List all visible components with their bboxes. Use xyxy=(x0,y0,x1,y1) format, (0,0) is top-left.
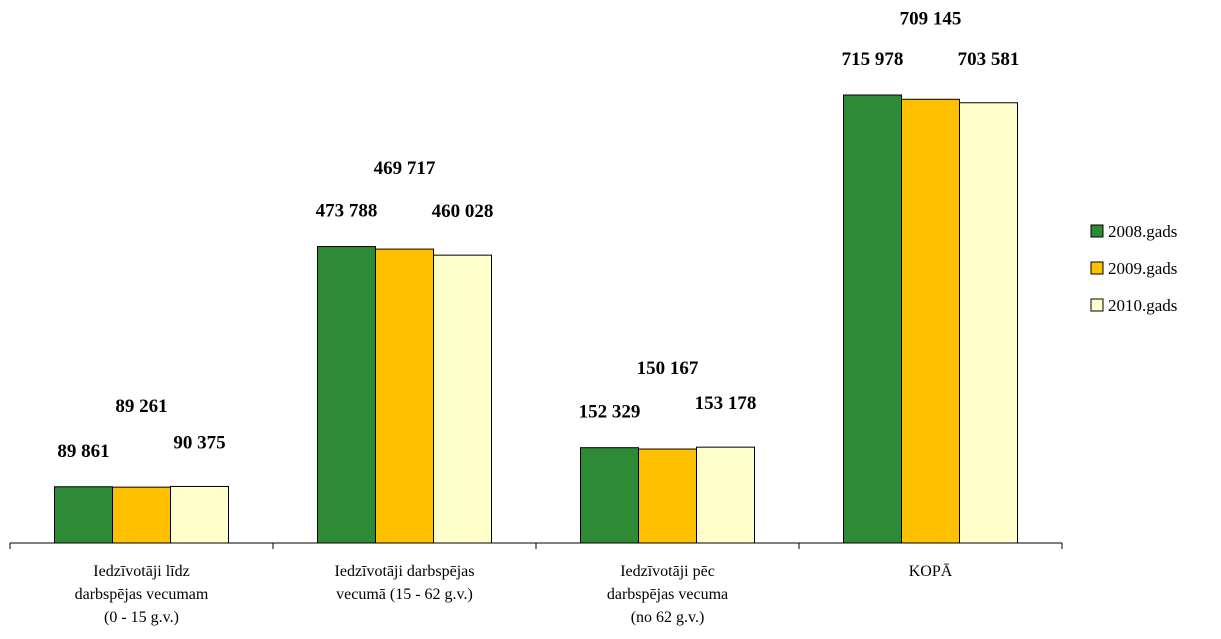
category-labels-layer: Iedzīvotāji līdz darbspējas vecumam (0 - 1… xyxy=(75,563,953,626)
value-label: 89 261 xyxy=(115,396,167,417)
value-label: 473 788 xyxy=(316,201,378,222)
bar-1-series-3 xyxy=(170,485,229,544)
legend-swatch-series-3 xyxy=(1090,298,1104,312)
value-label: 703 581 xyxy=(958,49,1020,70)
bar-3-series-2 xyxy=(638,448,697,544)
legend-label: 2009.gads xyxy=(1108,259,1177,278)
value-label: 469 717 xyxy=(374,158,436,179)
legend-swatch-series-2 xyxy=(1090,261,1104,275)
bar-2-series-3 xyxy=(433,254,492,544)
bar-2-series-1 xyxy=(317,246,376,544)
value-labels-layer: 89 861 89 261 90 375 473 788 469 717 460 028 1… xyxy=(57,8,1019,461)
bar-1-series-1 xyxy=(54,486,113,544)
value-label: 715 978 xyxy=(842,49,904,70)
category-label: vecumā (15 - 62 g.v.) xyxy=(336,586,473,603)
bar-4-series-2 xyxy=(901,98,960,544)
legend-label: 2008.gads xyxy=(1108,222,1177,241)
legend: 2008.gads 2009.gads 2010.gads xyxy=(1090,222,1177,315)
category-label: KOPĀ xyxy=(909,563,953,580)
bar-1-series-2 xyxy=(112,486,171,544)
bars-layer xyxy=(54,94,1018,544)
value-label: 460 028 xyxy=(432,201,494,222)
bar-4-series-1 xyxy=(843,94,902,544)
category-label: Iedzīvotāji līdz xyxy=(93,563,189,580)
bar-3-series-1 xyxy=(580,447,639,544)
legend-swatch-series-1 xyxy=(1090,224,1104,238)
value-label: 89 861 xyxy=(57,441,109,462)
category-label: darbspējas vecumam xyxy=(75,586,209,603)
category-label: (0 - 15 g.v.) xyxy=(104,609,179,626)
bar-3-series-3 xyxy=(696,446,755,544)
category-label: Iedzīvotāji pēc xyxy=(620,563,715,580)
legend-label: 2010.gads xyxy=(1108,296,1177,315)
value-label: 152 329 xyxy=(579,402,641,423)
value-label: 90 375 xyxy=(173,432,225,453)
category-label: Iedzīvotāji darbspējas xyxy=(335,563,475,580)
value-label: 709 145 xyxy=(900,8,962,29)
value-label: 153 178 xyxy=(695,393,757,414)
category-label: darbspējas vecuma xyxy=(607,586,728,603)
x-axis xyxy=(9,542,1063,549)
category-label: (no 62 g.v.) xyxy=(631,609,705,626)
value-label: 150 167 xyxy=(637,358,699,379)
bar-4-series-3 xyxy=(959,102,1018,544)
bar-2-series-2 xyxy=(375,248,434,544)
